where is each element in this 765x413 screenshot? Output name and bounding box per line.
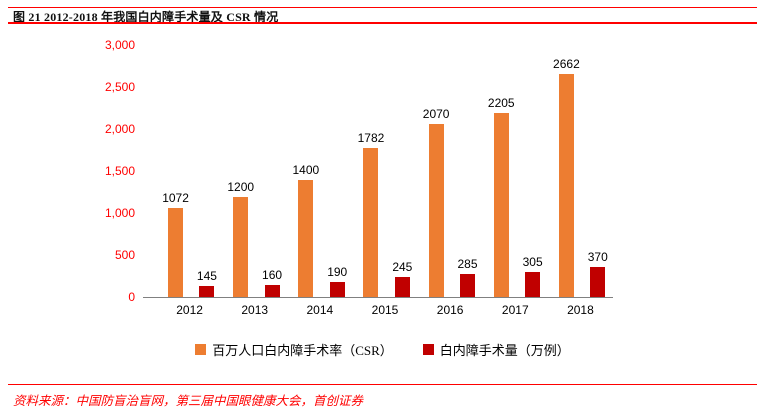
bar-group: 1782 245 [352,45,417,298]
bar-wrap: 245 [392,260,412,298]
bottom-rule [8,384,757,385]
bar-wrap: 305 [523,255,543,298]
csr-bar [428,124,444,298]
csr-bar [363,148,379,298]
bar-value-label: 190 [327,265,348,280]
top-rule [8,7,757,8]
surgery-volume-bar [590,266,606,298]
y-tick-label: 2,000 [104,122,135,136]
legend-swatch-csr [195,344,207,355]
bar-value-label: 1782 [357,131,385,146]
bar-value-label: 160 [262,267,283,282]
surgery-volume-bar [264,284,280,298]
bar-wrap: 285 [457,257,478,298]
x-axis-label: 2017 [501,303,529,317]
surgery-volume-bar [394,277,410,298]
figure-title: 图 21 2012-2018 年我国白内障手术量及 CSR 情况 [13,10,279,24]
y-tick-label: 3,000 [104,38,135,52]
bar-wrap: 2070 [422,107,450,298]
bar-value-label: 2205 [487,95,515,110]
title-underline-rule [8,22,757,24]
y-tick-label: 1,000 [104,206,135,220]
bar-value-label: 2662 [553,57,580,72]
bar-value-label: 1200 [227,180,255,195]
surgery-volume-bar [199,285,215,298]
bar-group: 2070 285 [418,45,483,298]
bar-wrap: 370 [588,250,608,298]
bar-value-label: 1400 [292,163,320,178]
legend: 百万人口白内障手术率（CSR） 白内障手术量（万例） [0,340,765,359]
x-axis-label: 2015 [371,303,399,317]
x-axis-label: 2012 [176,303,203,317]
csr-bar [493,112,509,298]
bar-chart: 3,000 2,500 2,000 1,500 1,000 500 0 1072 145 120… [95,38,613,304]
y-axis: 3,000 2,500 2,000 1,500 1,000 500 0 [95,38,143,304]
bar-wrap: 190 [327,265,347,298]
bar-wrap: 1200 [227,180,254,298]
csr-bar [558,74,574,298]
bar-group: 1400 190 [287,45,352,298]
legend-swatch-volume [422,344,434,355]
bar-value-label: 145 [196,268,217,283]
y-tick-label: 1,500 [104,164,135,178]
plot-area: 1072 145 1200 160 1400 190 1782 245 2070 285 2205 3… [143,45,613,298]
bar-value-label: 245 [392,260,413,275]
y-tick-label: 2,500 [104,80,135,94]
bar-wrap: 1072 [162,191,189,298]
x-axis-line [143,297,613,298]
bar-wrap: 145 [197,269,217,298]
bar-wrap: 2205 [488,96,515,298]
x-axis-label: 2018 [567,303,594,317]
bar-group: 2205 305 [483,45,548,298]
bar-wrap: 1782 [357,131,385,298]
csr-bar [233,197,249,298]
bar-group: 1072 145 [157,45,222,298]
csr-bar [298,180,314,298]
bar-value-label: 305 [522,255,543,270]
bar-wrap: 160 [262,268,282,298]
surgery-volume-bar [459,274,475,298]
source-note: 资料来源：中国防盲治盲网，第三届中国眼健康大会，首创证券 [13,394,364,408]
legend-label-volume: 白内障手术量（万例） [439,343,570,358]
surgery-volume-bar [525,272,541,298]
bar-value-label: 370 [587,249,608,264]
legend-item-csr: 百万人口白内障手术率（CSR） [195,340,393,359]
x-axis-label: 2016 [436,303,464,317]
legend-item-volume: 白内障手术量（万例） [422,340,570,359]
x-axis-label: 2013 [241,303,269,317]
x-axis-label: 2014 [306,303,334,317]
bar-group: 2662 370 [548,45,613,298]
bar-wrap: 2662 [553,57,580,298]
bar-value-label: 285 [457,257,478,272]
bar-value-label: 2070 [422,107,450,122]
bar-group: 1200 160 [222,45,287,298]
bar-wrap: 1400 [292,163,319,298]
surgery-volume-bar [329,282,345,298]
x-axis: 2012 2013 2014 2015 2016 2017 2018 [157,303,613,317]
y-tick-label: 0 [128,290,135,304]
legend-label-csr: 百万人口白内障手术率（CSR） [212,343,393,358]
csr-bar [168,207,184,298]
bar-value-label: 1072 [162,190,189,205]
y-tick-label: 500 [114,248,135,262]
